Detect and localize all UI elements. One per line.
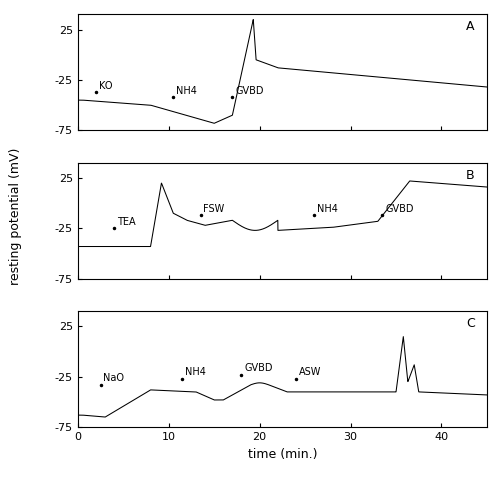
- Text: TEA: TEA: [117, 217, 135, 227]
- Text: NaO: NaO: [103, 373, 124, 384]
- Text: GVBD: GVBD: [384, 204, 413, 214]
- Text: B: B: [465, 168, 474, 181]
- Text: GVBD: GVBD: [243, 363, 272, 373]
- Text: ASW: ASW: [298, 367, 321, 377]
- Text: GVBD: GVBD: [234, 85, 263, 96]
- Text: resting potential (mV): resting potential (mV): [9, 147, 22, 285]
- Text: KO: KO: [99, 81, 112, 91]
- Text: C: C: [465, 317, 474, 330]
- Text: A: A: [465, 20, 474, 33]
- Text: NH4: NH4: [316, 204, 337, 214]
- Text: FSW: FSW: [203, 204, 224, 214]
- Text: NH4: NH4: [176, 85, 196, 96]
- X-axis label: time (min.): time (min.): [247, 448, 317, 461]
- Text: NH4: NH4: [185, 367, 205, 377]
